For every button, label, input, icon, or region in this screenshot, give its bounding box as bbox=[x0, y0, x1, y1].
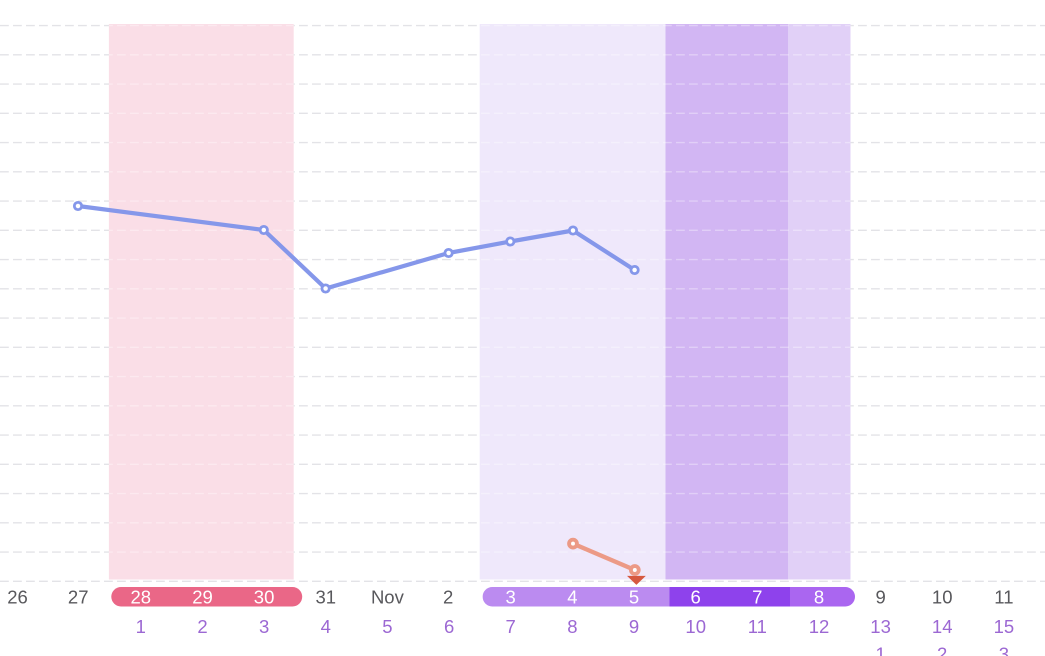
svg-text:10: 10 bbox=[685, 616, 706, 637]
svg-text:29: 29 bbox=[192, 587, 213, 608]
svg-text:4: 4 bbox=[321, 616, 331, 637]
svg-text:11: 11 bbox=[994, 587, 1013, 608]
svg-text:13: 13 bbox=[870, 616, 891, 637]
svg-text:1: 1 bbox=[875, 644, 885, 656]
svg-text:28: 28 bbox=[131, 587, 152, 608]
svg-text:30: 30 bbox=[254, 587, 275, 608]
svg-text:7: 7 bbox=[752, 587, 762, 608]
svg-text:10: 10 bbox=[932, 587, 953, 608]
svg-text:2: 2 bbox=[443, 587, 453, 608]
svg-text:26: 26 bbox=[7, 587, 28, 608]
svg-text:5: 5 bbox=[629, 587, 639, 608]
svg-text:8: 8 bbox=[814, 587, 824, 608]
svg-text:7: 7 bbox=[506, 616, 516, 637]
svg-text:2: 2 bbox=[197, 616, 207, 637]
svg-text:5: 5 bbox=[382, 616, 392, 637]
svg-text:1: 1 bbox=[136, 616, 146, 637]
svg-text:6: 6 bbox=[691, 587, 701, 608]
svg-text:2: 2 bbox=[937, 644, 947, 656]
svg-text:8: 8 bbox=[567, 616, 577, 637]
svg-text:15: 15 bbox=[994, 616, 1015, 637]
svg-text:9: 9 bbox=[629, 616, 639, 637]
svg-text:Nov: Nov bbox=[371, 587, 405, 608]
svg-text:31: 31 bbox=[316, 587, 337, 608]
svg-text:27: 27 bbox=[68, 587, 89, 608]
svg-text:12: 12 bbox=[809, 616, 830, 637]
svg-text:3: 3 bbox=[259, 616, 269, 637]
svg-text:3: 3 bbox=[506, 587, 516, 608]
svg-text:9: 9 bbox=[875, 587, 885, 608]
svg-text:6: 6 bbox=[444, 616, 454, 637]
svg-text:14: 14 bbox=[932, 616, 953, 637]
svg-text:4: 4 bbox=[567, 587, 577, 608]
svg-text:3: 3 bbox=[999, 644, 1009, 656]
svg-text:11: 11 bbox=[748, 616, 767, 637]
